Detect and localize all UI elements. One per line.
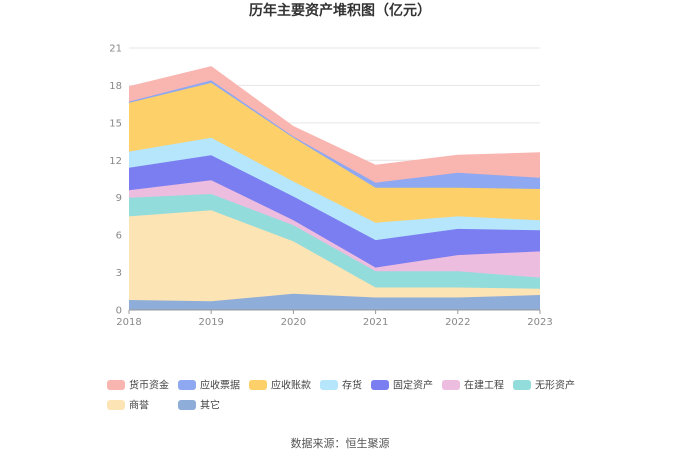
legend-swatch bbox=[178, 380, 196, 390]
legend-label: 固定资产 bbox=[393, 379, 433, 392]
axes: 0 3 6 9 12 15 18 21 2018 2019 2020 2021 2022 2023 bbox=[109, 44, 552, 329]
x-tick-label: 2020 bbox=[281, 317, 306, 328]
legend-item[interactable]: 应收账款 bbox=[249, 379, 311, 392]
legend-item[interactable]: 其它 bbox=[178, 399, 220, 412]
legend-label: 其它 bbox=[200, 399, 220, 412]
area-edge-1 bbox=[128, 209, 541, 290]
legend-item[interactable]: 无形资产 bbox=[513, 379, 575, 392]
legend-label: 商誉 bbox=[129, 399, 149, 412]
legend-item[interactable]: 固定资产 bbox=[371, 379, 433, 392]
legend-swatch bbox=[178, 400, 196, 410]
legend-swatch bbox=[371, 380, 389, 390]
legend-item[interactable]: 货币资金 bbox=[107, 379, 169, 392]
area-series bbox=[128, 66, 541, 310]
legend-swatch bbox=[320, 380, 338, 390]
legend-swatch bbox=[513, 380, 531, 390]
legend-label: 应收票据 bbox=[200, 379, 240, 392]
legend-label: 货币资金 bbox=[129, 379, 169, 392]
y-tick-label: 9 bbox=[116, 193, 122, 204]
legend-swatch bbox=[442, 380, 460, 390]
area-edge-8 bbox=[128, 66, 541, 166]
area-series-5 bbox=[129, 137, 540, 241]
y-tick-label: 6 bbox=[116, 231, 122, 242]
x-tick-label: 2018 bbox=[116, 317, 141, 328]
legend-item[interactable]: 商誉 bbox=[107, 399, 149, 412]
y-tick-label: 12 bbox=[109, 156, 122, 167]
legend-label: 存货 bbox=[342, 379, 362, 392]
area-edge-5 bbox=[128, 137, 541, 224]
area-series-8 bbox=[129, 66, 540, 183]
area-edge-2 bbox=[128, 193, 541, 279]
chart-title: 历年主要资产堆积图（亿元） bbox=[249, 2, 431, 19]
x-tick-label: 2019 bbox=[198, 317, 223, 328]
legend-item[interactable]: 存货 bbox=[320, 379, 362, 392]
area-series-2 bbox=[129, 194, 540, 289]
x-tick-label: 2022 bbox=[445, 317, 470, 328]
legend-label: 在建工程 bbox=[464, 379, 504, 392]
y-tick-label: 0 bbox=[116, 306, 122, 317]
y-tick-label: 18 bbox=[109, 81, 122, 92]
y-tick-label: 21 bbox=[109, 44, 122, 55]
y-tick-label: 3 bbox=[116, 268, 122, 279]
legend-item[interactable]: 在建工程 bbox=[442, 379, 504, 392]
legend-item[interactable]: 应收票据 bbox=[178, 379, 240, 392]
x-tick-label: 2021 bbox=[363, 317, 388, 328]
x-tick-label: 2023 bbox=[527, 317, 552, 328]
legend-swatch bbox=[107, 380, 125, 390]
area-series-4 bbox=[129, 155, 540, 268]
area-series-1 bbox=[129, 210, 540, 302]
legend-label: 应收账款 bbox=[271, 379, 311, 392]
legend-swatch bbox=[107, 400, 125, 410]
legend-label: 无形资产 bbox=[535, 379, 575, 392]
data-source-note: 数据来源：恒生聚源 bbox=[291, 436, 390, 450]
legend-swatch bbox=[249, 380, 267, 390]
y-tick-label: 15 bbox=[109, 118, 122, 129]
area-series-3 bbox=[129, 180, 540, 278]
